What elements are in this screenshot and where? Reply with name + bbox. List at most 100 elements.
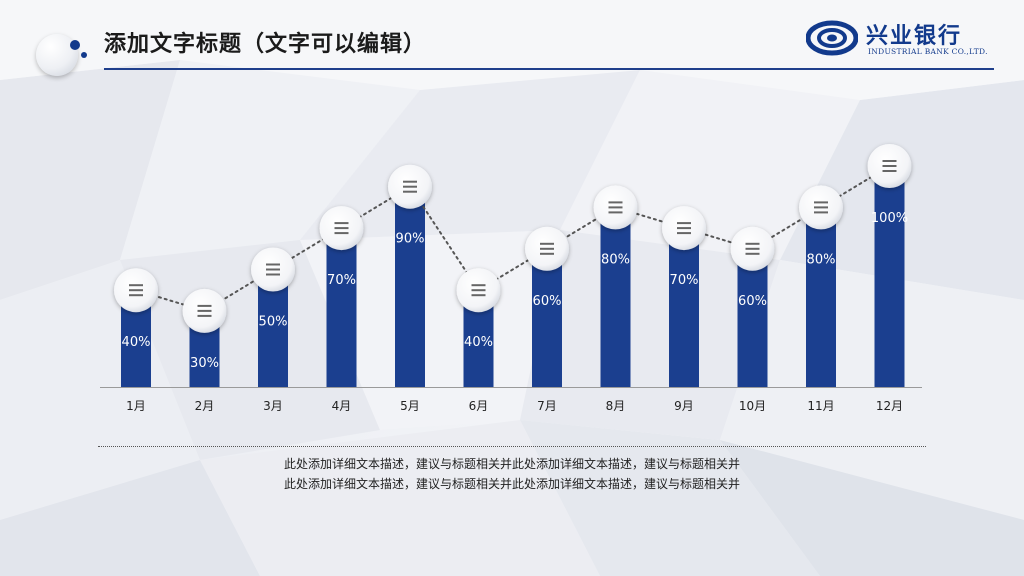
icon-line — [129, 294, 143, 297]
list-lines-icon — [814, 201, 828, 214]
category-label-7: 7月 — [537, 399, 557, 413]
data-label-1: 40% — [122, 335, 151, 350]
description-line-1: 此处添加详细文本描述，建议与标题相关并此处添加详细文本描述，建议与标题相关并 — [283, 457, 740, 471]
icon-line — [882, 165, 897, 167]
icon-line — [608, 201, 623, 204]
marker-12 — [867, 144, 912, 188]
icon-line — [334, 227, 349, 230]
data-label-4: 70% — [327, 273, 356, 288]
bar-9 — [669, 242, 699, 387]
bar-8 — [600, 221, 631, 387]
icon-line — [266, 273, 280, 276]
list-lines-icon — [540, 242, 554, 255]
icon-line — [677, 227, 691, 230]
icon-line — [540, 247, 554, 250]
icon-line — [540, 242, 554, 245]
category-label-5: 5月 — [400, 399, 420, 413]
marker-8 — [593, 185, 638, 230]
icon-line — [334, 222, 349, 225]
icon-line — [197, 314, 212, 317]
data-label-5: 90% — [396, 232, 425, 247]
icon-line — [403, 180, 417, 183]
bar-5 — [395, 200, 425, 387]
icon-line — [540, 252, 554, 255]
category-label-11: 11月 — [807, 399, 834, 413]
icon-line — [677, 222, 691, 225]
data-label-7: 60% — [533, 294, 562, 309]
icon-line — [608, 211, 623, 214]
icon-line — [471, 284, 486, 287]
data-label-6: 40% — [464, 335, 493, 350]
dotted-divider — [98, 446, 926, 447]
icon-line — [745, 247, 760, 250]
marker-9 — [662, 206, 706, 251]
icon-line — [745, 252, 760, 255]
logo-dot-small — [81, 52, 87, 58]
category-label-3: 3月 — [263, 399, 283, 413]
category-label-12: 12月 — [876, 399, 903, 413]
icon-line — [882, 160, 897, 162]
data-label-2: 30% — [190, 356, 219, 371]
list-lines-icon — [403, 180, 417, 193]
category-label-2: 2月 — [195, 399, 215, 413]
page-title: 添加文字标题（文字可以编辑） — [104, 32, 427, 57]
data-label-8: 80% — [601, 252, 630, 267]
list-lines-icon — [677, 222, 691, 235]
industrial-bank-logo-icon — [806, 20, 858, 56]
bank-name: 兴业银行 — [866, 23, 963, 49]
icon-line — [403, 185, 417, 188]
category-label-6: 6月 — [469, 399, 489, 413]
icon-line — [266, 263, 280, 266]
list-lines-icon — [197, 304, 212, 317]
list-lines-icon — [882, 160, 897, 172]
list-lines-icon — [266, 263, 280, 276]
icon-line — [197, 304, 212, 307]
bar-6 — [463, 304, 494, 387]
logo-dot — [70, 40, 80, 50]
icon-line — [403, 190, 417, 193]
header: 添加文字标题（文字可以编辑） 兴业银行 INDUSTRIAL BANK CO.,… — [0, 0, 1024, 76]
list-lines-icon — [129, 284, 143, 297]
category-label-10: 10月 — [739, 399, 766, 413]
icon-line — [266, 268, 280, 271]
marker-1 — [114, 268, 158, 313]
marker-7 — [525, 226, 569, 271]
bar-7 — [532, 262, 562, 387]
list-lines-icon — [334, 222, 349, 235]
category-label-9: 9月 — [674, 399, 694, 413]
icon-line — [814, 211, 828, 214]
icon-line — [471, 289, 486, 292]
trend-connector-line — [135, 165, 891, 312]
bar-2 — [189, 324, 220, 387]
title-underline — [104, 68, 994, 70]
data-label-12: 100% — [871, 211, 908, 226]
icon-line — [608, 206, 623, 209]
marker-10 — [730, 226, 775, 271]
bar-12 — [874, 180, 905, 387]
description-line-2: 此处添加详细文本描述，建议与标题相关并此处添加详细文本描述，建议与标题相关并 — [283, 477, 740, 491]
data-label-3: 50% — [259, 315, 288, 330]
bar-11 — [806, 221, 836, 387]
marker-5 — [388, 164, 432, 209]
icon-line — [129, 289, 143, 292]
data-label-11: 80% — [807, 252, 836, 267]
bank-english-name: INDUSTRIAL BANK CO.,LTD. — [868, 47, 988, 56]
category-label-8: 8月 — [606, 399, 626, 413]
bank-logo: 兴业银行 INDUSTRIAL BANK CO.,LTD. — [806, 18, 1006, 60]
data-label-10: 60% — [738, 294, 767, 309]
bar-3 — [258, 283, 288, 387]
marker-4 — [319, 206, 364, 251]
list-lines-icon — [471, 284, 486, 297]
icon-line — [197, 309, 212, 312]
bar-4 — [326, 242, 357, 387]
marker-6 — [456, 268, 501, 313]
bar-10 — [737, 262, 768, 387]
icon-line — [814, 201, 828, 204]
icon-line — [334, 232, 349, 235]
category-label-1: 1月 — [126, 399, 146, 413]
icon-line — [677, 232, 691, 235]
marker-3 — [251, 247, 295, 292]
marker-11 — [799, 185, 843, 230]
marker-2 — [182, 288, 227, 333]
